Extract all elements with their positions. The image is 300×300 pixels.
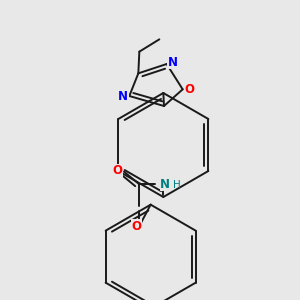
Text: O: O xyxy=(185,83,195,96)
Text: N: N xyxy=(160,178,170,191)
Text: O: O xyxy=(112,164,122,177)
Text: H: H xyxy=(173,180,181,190)
Text: O: O xyxy=(131,220,141,232)
Text: N: N xyxy=(168,56,178,68)
Text: N: N xyxy=(118,89,128,103)
